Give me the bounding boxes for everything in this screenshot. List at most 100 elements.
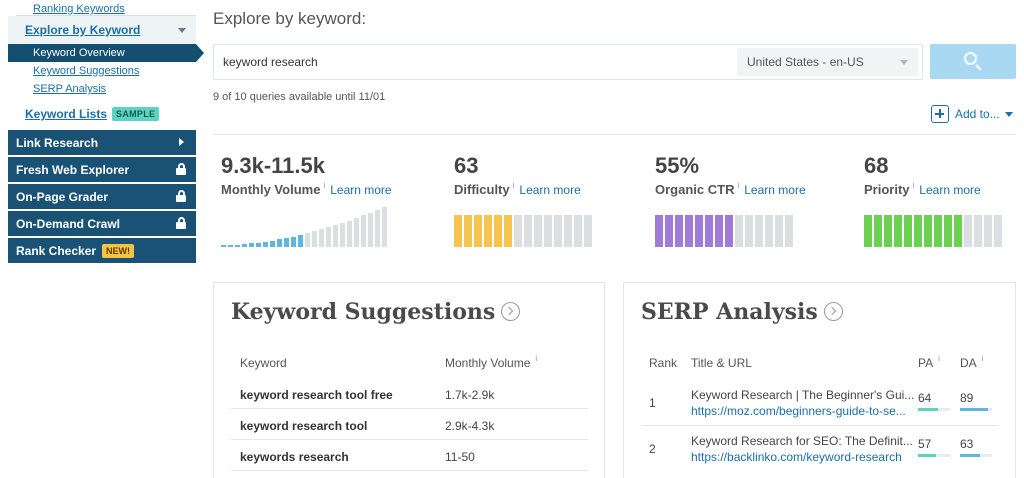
sidebar-item-serp-analysis[interactable]: SERP Analysis [33,83,107,95]
sidebar-item-keyword-suggestions[interactable]: Keyword Suggestions [33,65,140,77]
locale-select[interactable]: United States - en-US [737,48,918,76]
new-badge: NEW! [102,243,135,258]
volume-histogram-bar [277,239,282,247]
bar-segment [974,215,982,247]
learn-more-link[interactable]: Learn more [744,183,806,197]
volume-histogram-bar [319,229,324,247]
bar-segment [524,215,532,247]
metric-label-row: Priority i Learn more [864,181,981,197]
sidebar-item-ranking-keywords[interactable]: Ranking Keywords [33,3,125,15]
serp-rank: 2 [649,442,656,456]
da-meter-fill [960,408,989,411]
suggestion-keyword[interactable]: keyword research tool [240,419,368,433]
sidebar-item-on-page-grader[interactable]: On-Page Grader [8,184,196,209]
chevron-down-icon [1004,111,1013,117]
bar-segment [564,215,572,247]
serp-pa: 57 [918,437,932,451]
pa-meter [918,408,950,411]
locale-select-value: United States - en-US [747,55,864,69]
info-icon[interactable]: i [535,354,538,363]
chevron-down-icon [900,60,908,65]
bar-segment [484,215,492,247]
serp-url[interactable]: https://backlinko.com/keyword-research [691,450,902,464]
lock-icon [176,190,186,202]
bar-segment [675,215,683,247]
row-divider [231,470,588,471]
info-icon[interactable]: i [323,181,326,190]
volume-histogram-bar [249,243,254,247]
volume-histogram-bar [375,210,380,247]
learn-more-link[interactable]: Learn more [330,183,392,197]
column-header-keyword[interactable]: Keyword [240,356,287,370]
lock-icon [176,217,186,229]
volume-histogram-bar [340,223,345,247]
sidebar-item-rank-checker[interactable]: Rank Checker NEW! [8,238,196,263]
bar-segment [775,215,783,247]
sidebar-section-explore-by-keyword[interactable]: Explore by Keyword [8,16,196,44]
sidebar-item-fresh-web-explorer[interactable]: Fresh Web Explorer [8,157,196,182]
info-icon[interactable]: i [912,181,915,190]
bar-segment [715,215,723,247]
keyword-search-input[interactable] [214,45,737,79]
volume-histogram-bar [291,237,296,247]
difficulty-bar [454,215,594,247]
bar-segment [954,215,962,247]
column-header-da[interactable]: DA i [960,354,984,370]
serp-url[interactable]: https://moz.com/beginners-guide-to-se... [691,404,906,418]
card-title: Keyword Suggestions [231,299,521,325]
sidebar-item-link-research[interactable]: Link Research [8,130,196,155]
learn-more-link[interactable]: Learn more [919,183,981,197]
sidebar-item-label: On-Demand Crawl [16,216,121,231]
suggestion-keyword[interactable]: keyword research tool free [240,388,393,402]
metric-priority: 68 Priority i Learn more [864,152,981,197]
add-to-button[interactable]: Add to... [931,105,1013,123]
da-meter [960,454,992,457]
sidebar-item-keyword-lists[interactable]: Keyword Lists [25,107,108,121]
column-header-pa[interactable]: PA i [918,354,940,370]
metric-label: Monthly Volume [221,182,321,197]
card-title: SERP Analysis [641,299,843,325]
bar-segment [685,215,693,247]
bar-segment [554,215,562,247]
bar-segment [984,215,992,247]
chevron-down-icon [178,28,186,33]
bar-segment [584,215,592,247]
column-header-label: PA [918,356,934,370]
suggestion-keyword[interactable]: keywords research [240,450,349,464]
search-button[interactable] [930,44,1016,79]
volume-histogram-bar [263,242,268,247]
bar-segment [745,215,753,247]
card-title-text: Keyword Suggestions [231,299,496,325]
volume-histogram-bar [284,238,289,247]
info-icon[interactable]: i [737,181,740,190]
bar-segment [464,215,472,247]
bar-segment [755,215,763,247]
sidebar-item-keyword-overview[interactable]: Keyword Overview [8,44,204,62]
serp-title[interactable]: Keyword Research | The Beginner's Gui... [691,388,915,402]
chevron-circle-right-icon[interactable] [501,301,521,321]
learn-more-link[interactable]: Learn more [519,183,581,197]
row-divider [641,425,999,426]
bar-segment [944,215,952,247]
bar-segment [695,215,703,247]
bar-segment [874,215,882,247]
info-icon[interactable]: i [981,354,984,363]
info-icon[interactable]: i [512,181,515,190]
serp-title[interactable]: Keyword Research for SEO: The Definit... [691,434,913,448]
column-header-rank[interactable]: Rank [649,356,678,370]
page-title: Explore by keyword: [213,9,367,28]
info-icon[interactable]: i [938,354,940,363]
volume-histogram-bar [235,245,240,247]
bar-segment [864,215,872,247]
sidebar-item-on-demand-crawl[interactable]: On-Demand Crawl [8,211,196,236]
chevron-circle-right-icon[interactable] [823,301,843,321]
serp-analysis-card: SERP Analysis Rank Title & URL PA i DA i 1… [623,282,1016,478]
volume-histogram [221,205,391,247]
metric-label: Organic CTR [655,182,735,197]
sidebar-item-label: Link Research [16,135,99,150]
plus-icon [931,105,949,123]
column-header-monthly-volume[interactable]: Monthly Volume i [445,354,538,370]
bar-segment [924,215,932,247]
column-header-title-url[interactable]: Title & URL [691,356,752,370]
keyword-suggestions-card: Keyword Suggestions Keyword Monthly Volu… [213,282,605,478]
